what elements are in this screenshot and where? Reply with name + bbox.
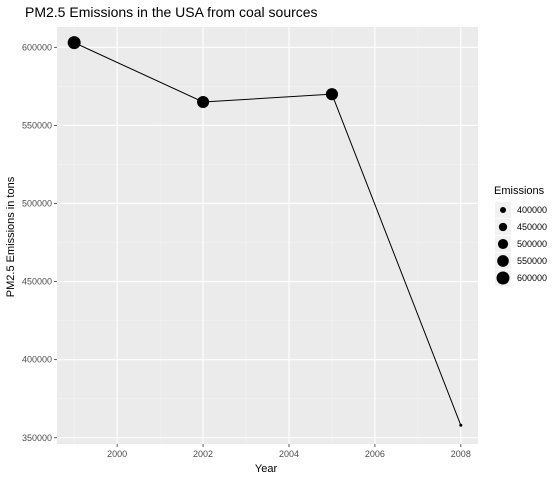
x-tick-label: 2002 xyxy=(193,449,213,459)
x-tick-label: 2000 xyxy=(107,449,127,459)
y-tick-label: 350000 xyxy=(22,433,52,443)
y-tick-label: 600000 xyxy=(22,42,52,52)
x-tick-label: 2008 xyxy=(451,449,471,459)
legend-symbol xyxy=(499,206,507,214)
x-axis: 2000 2002 2004 2006 2008 xyxy=(107,444,471,459)
chart-title: PM2.5 Emissions in the USA from coal sou… xyxy=(25,4,318,20)
legend-symbol xyxy=(498,222,508,232)
legend-symbol xyxy=(496,271,510,285)
legend-label: 550000 xyxy=(517,256,547,266)
y-axis-title: PM2.5 Emissions in tons xyxy=(5,176,17,297)
y-tick-label: 400000 xyxy=(22,355,52,365)
legend-symbol xyxy=(497,255,509,267)
legend-entries: 400000 450000 500000 550000 600000 xyxy=(495,202,547,286)
data-point xyxy=(459,423,463,427)
x-axis-title: Year xyxy=(255,463,278,475)
emissions-series xyxy=(67,36,463,427)
legend-label: 600000 xyxy=(517,273,547,283)
y-axis: 350000 400000 450000 500000 550000 600000 xyxy=(22,42,57,443)
data-point xyxy=(325,88,339,101)
y-tick-label: 550000 xyxy=(22,120,52,130)
series-line xyxy=(73,42,462,426)
data-point xyxy=(197,95,210,108)
legend: Emissions 400000 450000 500000 550000 600000 xyxy=(494,185,547,286)
plot-panel xyxy=(57,27,478,444)
data-point xyxy=(67,36,81,50)
x-tick-label: 2004 xyxy=(279,449,299,459)
y-tick-label: 500000 xyxy=(22,198,52,208)
legend-label: 400000 xyxy=(517,205,547,215)
legend-symbol xyxy=(497,238,509,250)
legend-title: Emissions xyxy=(494,185,545,197)
legend-label: 500000 xyxy=(517,239,547,249)
x-tick-label: 2006 xyxy=(365,449,385,459)
y-tick-label: 450000 xyxy=(22,277,52,287)
legend-label: 450000 xyxy=(517,222,547,232)
